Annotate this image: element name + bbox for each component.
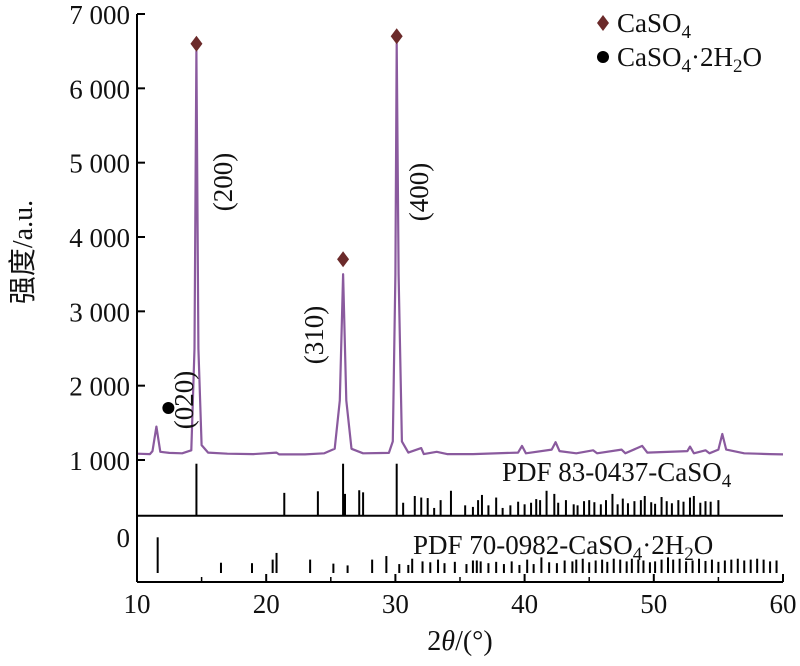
x-tick-label: 30: [382, 589, 409, 619]
y-tick-label: 2 000: [69, 372, 130, 402]
y-axis-title: 强度/a.u.: [7, 200, 39, 304]
y-tick-label: 7 000: [69, 0, 130, 30]
y-tick-label: 4 000: [69, 223, 130, 253]
x-tick-label: 50: [640, 589, 667, 619]
caso4-peak-marker: [390, 28, 403, 45]
peak-index-label: (020): [169, 371, 199, 429]
gypsum-peak-marker: [162, 401, 175, 414]
y-tick-label: 0: [117, 523, 131, 553]
x-tick-label: 20: [253, 589, 280, 619]
caso4-peak-marker: [190, 35, 203, 52]
legend-label: CaSO4·2H2O: [617, 42, 762, 77]
y-tick-label: 3 000: [69, 297, 130, 327]
reference-lines-layer: [156, 463, 778, 573]
pdf-label-gypsum: PDF 70-0982-CaSO4·2H2O: [413, 530, 713, 565]
pdf-label-caso4: PDF 83-0437-CaSO4: [502, 457, 732, 492]
legend-diamond-icon: [597, 15, 609, 31]
y-tick-label: 5 000: [69, 149, 130, 179]
y-tick-label: 1 000: [69, 446, 130, 476]
xrd-pattern-line: [136, 42, 784, 456]
x-tick-label: 10: [124, 589, 151, 619]
x-tick-label: 40: [511, 589, 538, 619]
caso4-peak-marker: [337, 251, 350, 268]
peak-markers-layer: (020) (200) (310) (400): [162, 28, 434, 429]
peak-index-label: (310): [299, 306, 329, 364]
reference-pattern-labels: PDF 83-0437-CaSO4 PDF 70-0982-CaSO4·2H2O: [413, 457, 732, 565]
peak-index-label: (200): [208, 153, 238, 211]
x-tick-label: 60: [770, 589, 797, 619]
y-tick-label: 6 000: [69, 74, 130, 104]
axis-ticks-layer: 10 20 30 40 50 60 0 1 000 2 000 3 000 4 000 5 000 6 …: [69, 0, 796, 619]
legend-label: CaSO4: [617, 8, 692, 43]
peak-index-label: (400): [404, 163, 434, 221]
x-axis-title: 2θ/(°): [427, 626, 492, 657]
legend-circle-icon: [597, 51, 609, 63]
